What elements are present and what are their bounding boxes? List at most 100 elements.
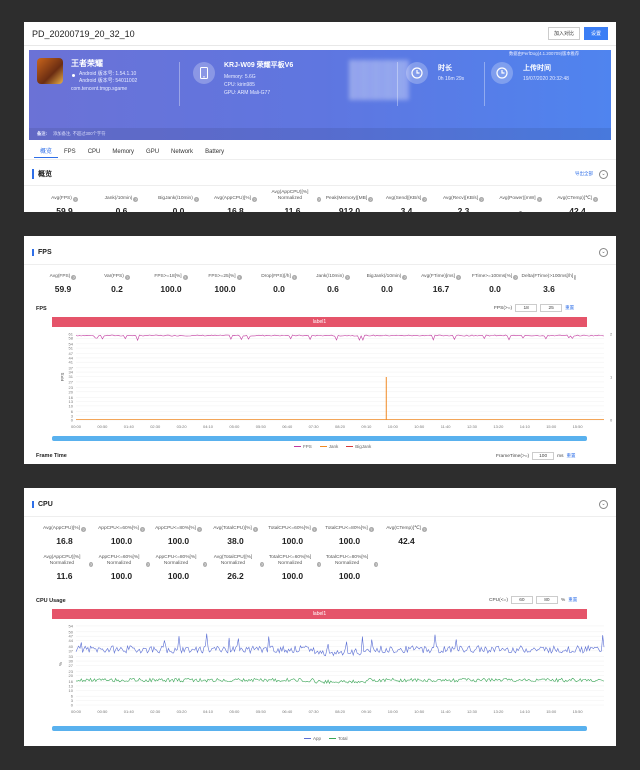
tab-fps[interactable]: FPS <box>64 149 76 155</box>
help-icon[interactable]: ? <box>236 275 242 280</box>
help-icon[interactable]: ? <box>203 562 207 567</box>
metric: Jank(/10min)? 0.6 <box>93 190 150 212</box>
android-code: Android 版本号: 54011002 <box>79 78 138 84</box>
legend-jank[interactable]: Jank <box>319 444 338 449</box>
y-tick-label: 33 <box>69 654 74 659</box>
banner-note-bar[interactable] <box>29 128 611 140</box>
help-icon[interactable]: ? <box>311 527 317 532</box>
add-compare-button[interactable]: 加入对比 <box>547 27 580 40</box>
tab-battery[interactable]: Battery <box>205 149 225 155</box>
help-icon[interactable]: ? <box>139 527 145 532</box>
cpu-threshold: CPU(<=) 60 80 % 重置 <box>489 596 577 604</box>
frametime-threshold-input[interactable]: 100 <box>532 452 555 460</box>
tab-cpu[interactable]: CPU <box>87 149 101 155</box>
fps-panel: FPS ⌄ Avg(FPS)? 59.9 Var(FPS)? 0.2 FPS>=18[%… <box>24 236 616 464</box>
help-icon[interactable]: ? <box>252 527 258 532</box>
help-icon[interactable]: ? <box>479 197 485 202</box>
y-tick-label: 50 <box>69 629 74 634</box>
tab-memory[interactable]: Memory <box>112 149 135 155</box>
help-icon[interactable]: ? <box>592 197 598 202</box>
fps-time-scrollbar[interactable] <box>52 436 587 441</box>
y-axis-label: % <box>58 662 63 666</box>
cpu-threshold-input-2[interactable]: 80 <box>535 596 558 604</box>
fps-threshold-input-2[interactable]: 25 <box>540 304 563 312</box>
help-icon[interactable]: ? <box>124 275 130 280</box>
help-icon[interactable]: ? <box>316 197 321 202</box>
fps-chart[interactable]: 03610131620232731343741444751545861012FP… <box>24 328 616 438</box>
help-icon[interactable]: ? <box>80 527 86 532</box>
fps-reset-button[interactable]: 重置 <box>565 305 575 310</box>
export-all-link[interactable]: 导出全部 <box>575 171 593 176</box>
cpu-threshold-input-1[interactable]: 60 <box>510 596 533 604</box>
help-icon[interactable]: ? <box>513 275 519 280</box>
help-icon[interactable]: ? <box>368 527 374 532</box>
package-name: com.tencent.tmgp.sgame <box>71 86 128 92</box>
help-icon[interactable]: ? <box>455 275 461 280</box>
fps-header: FPS ⌄ <box>32 244 608 260</box>
cpu-panel: CPU ⌄ Avg(AppCPU)[%]? 16.8 AppCPU<=60%[%]?… <box>24 488 616 746</box>
help-icon[interactable]: ? <box>291 275 297 280</box>
help-icon[interactable]: ? <box>344 275 350 280</box>
x-tick-label: 00:00 <box>71 424 82 429</box>
help-icon[interactable]: ? <box>146 562 150 567</box>
help-icon[interactable]: ? <box>196 527 202 532</box>
tab-network[interactable]: Network <box>171 149 194 155</box>
x-tick-label: 08:20 <box>335 709 346 714</box>
frametime-reset-button[interactable]: 重置 <box>566 453 576 458</box>
help-icon[interactable]: ? <box>374 562 378 567</box>
help-icon[interactable]: ? <box>251 197 257 202</box>
game-icon <box>37 58 63 84</box>
metric-label: FPS>=18[%]? <box>154 274 188 280</box>
help-icon[interactable]: ? <box>421 527 427 532</box>
help-icon[interactable]: ? <box>422 197 428 202</box>
collapse-chevron-icon[interactable]: ⌄ <box>599 247 608 257</box>
legend-bigjank[interactable]: BigJank <box>346 444 371 449</box>
note-input[interactable]: 添加备注, 不超过300个字符 <box>53 131 106 136</box>
metric-value: 59.9 <box>54 284 72 294</box>
help-icon[interactable]: ? <box>133 197 139 202</box>
cpu-time-scrollbar[interactable] <box>52 726 587 731</box>
metric-value: 59.9 <box>56 206 73 212</box>
x-tick-label: 15:50 <box>573 424 584 429</box>
legend-app[interactable]: App <box>304 736 321 741</box>
collapse-chevron-icon[interactable]: ⌄ <box>599 499 608 509</box>
tab-overview[interactable]: 概览 <box>34 146 59 158</box>
help-icon[interactable]: ? <box>182 275 188 280</box>
help-icon[interactable]: ? <box>193 197 199 202</box>
tab-gpu[interactable]: GPU <box>146 149 160 155</box>
metric-value: 38.0 <box>227 536 244 546</box>
legend-fps[interactable]: FPS <box>294 444 312 449</box>
fps-threshold-input-1[interactable]: 18 <box>515 304 538 312</box>
fps-title: FPS <box>32 248 52 256</box>
metric-label: TotalCPU<=60%[%] Normalized? <box>268 555 321 567</box>
help-icon[interactable]: ? <box>72 197 78 202</box>
metric-value: 100.0 <box>110 571 133 581</box>
metric: Jank(/10min)? 0.6 <box>306 268 360 294</box>
metric-value: 0.0 <box>172 206 185 212</box>
help-icon[interactable]: ? <box>88 562 93 567</box>
help-icon[interactable]: ? <box>574 275 577 280</box>
cpu-reset-button[interactable]: 重置 <box>568 597 578 602</box>
metric-value: 42.4 <box>398 536 415 546</box>
metric: BigJank(/10min)? 0.0 <box>150 190 207 212</box>
help-icon[interactable]: ? <box>259 562 264 567</box>
tablet-icon <box>193 62 215 84</box>
settings-button[interactable]: 设置 <box>583 27 608 40</box>
help-icon[interactable]: ? <box>368 197 374 202</box>
x-tick-label: 02:30 <box>150 424 161 429</box>
collapse-chevron-icon[interactable]: ⌄ <box>599 169 608 179</box>
help-icon[interactable]: ? <box>317 562 321 567</box>
x-tick-label: 15:00 <box>546 424 557 429</box>
x-tick-label: 02:30 <box>150 709 161 714</box>
x-tick-label: 05:00 <box>229 424 240 429</box>
y-tick-label: 3 <box>71 698 74 703</box>
help-icon[interactable]: ? <box>402 275 408 280</box>
metric-label: AppCPU<=60%[%] Normalized? <box>98 555 150 567</box>
help-icon[interactable]: ? <box>71 275 77 280</box>
total-cpu-series-line <box>75 633 605 657</box>
metric-label: TotalCPU<=60%[%]? <box>268 526 317 532</box>
metric-label: Delta(FTime)>100ms[/h]? <box>521 274 577 280</box>
help-icon[interactable]: ? <box>536 197 542 202</box>
legend-total[interactable]: Total <box>329 736 348 741</box>
